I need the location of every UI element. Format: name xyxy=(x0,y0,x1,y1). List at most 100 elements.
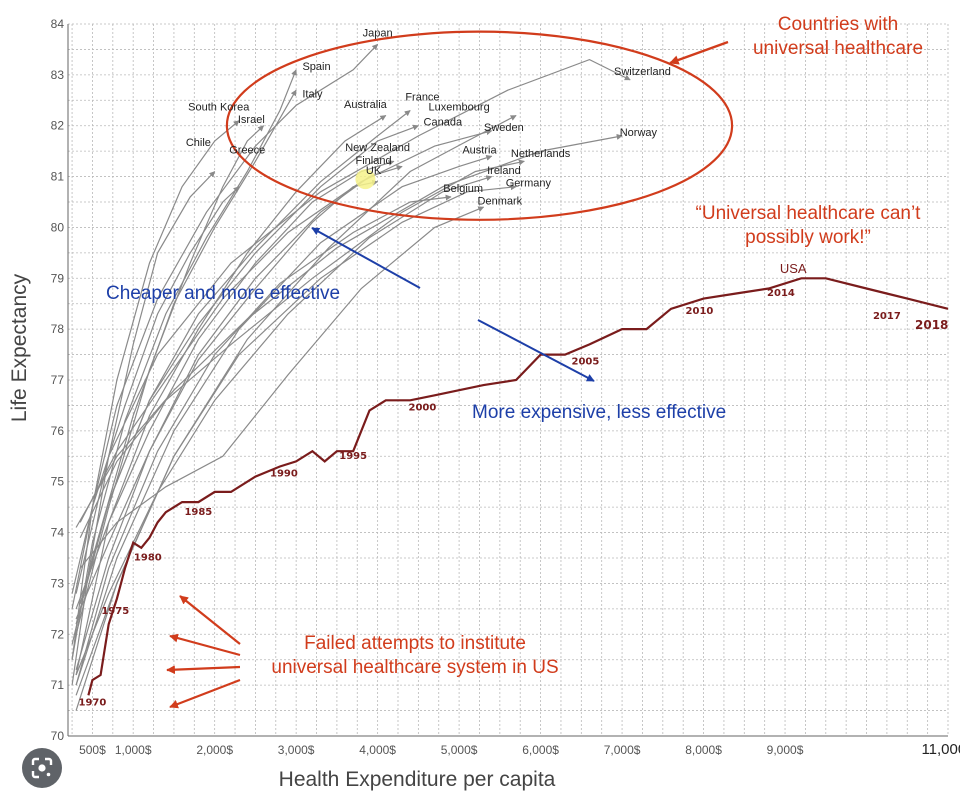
country-line-austria xyxy=(75,154,493,686)
axes-group: 70 71 72 73 74 75 76 77 78 79 80 81 82 83 84 500$ 1,000$… xyxy=(51,17,960,758)
expensive-arrow xyxy=(477,319,595,382)
failed-annotation-line2: universal healthcare system in US xyxy=(271,657,559,678)
x-tick-label: 8,000$ xyxy=(685,743,722,757)
usa-line xyxy=(87,277,949,696)
x-tick-label: 5,000$ xyxy=(441,743,478,757)
country-label: Switzerland xyxy=(614,66,671,78)
country-line-italy xyxy=(71,89,297,645)
country-line-denmark xyxy=(79,206,485,569)
country-label: Japan xyxy=(363,28,393,40)
country-line-sweden xyxy=(79,129,493,523)
country-label: Germany xyxy=(506,178,552,190)
usa-series-group: 1970 1975 1980 1985 1990 1995 2000 2005 2010 2014… xyxy=(79,261,949,708)
country-label: Spain xyxy=(302,61,330,73)
failed-attempt-arrow xyxy=(166,665,241,675)
y-tick-label: 80 xyxy=(51,220,65,234)
country-line-greece xyxy=(71,186,240,594)
failed-attempt-arrow xyxy=(169,633,241,657)
expensive-annotation: More expensive, less effective xyxy=(472,402,727,423)
country-label: Belgium xyxy=(443,183,483,195)
failed-annotation: Failed attempts to institute universal h… xyxy=(240,632,590,680)
x-tick-label: 4,000$ xyxy=(359,743,396,757)
y-tick-label: 81 xyxy=(51,170,65,184)
y-tick-label: 70 xyxy=(51,729,65,743)
usa-year-label: 1970 xyxy=(79,697,107,708)
usa-year-label: 2010 xyxy=(686,306,714,317)
y-tick-label: 73 xyxy=(51,576,65,590)
y-tick-label: 79 xyxy=(51,271,65,285)
x-tick-label: 1,000$ xyxy=(115,743,152,757)
y-tick-label: 77 xyxy=(51,373,65,387)
annotation-arrows-group xyxy=(166,40,729,709)
countries-annotation-line2: universal healthcare xyxy=(752,38,924,59)
country-line-ireland xyxy=(75,175,493,676)
usa-year-label: 2014 xyxy=(767,288,795,299)
country-label: Ireland xyxy=(487,165,521,177)
country-label: Finland xyxy=(356,155,392,167)
x-tick-label: 2,000$ xyxy=(196,743,233,757)
country-line-australia xyxy=(75,114,387,676)
country-label: Netherlands xyxy=(511,148,571,160)
country-series-group xyxy=(71,30,734,711)
x-tick-label: 11,000$ xyxy=(921,741,960,758)
usa-year-label: 2018 xyxy=(915,318,948,332)
country-label: France xyxy=(405,91,439,103)
country-labels-group: Japan Spain Italy Australia FranceLuxembourg… xyxy=(186,28,671,208)
y-tick-label: 76 xyxy=(51,424,65,438)
x-tick-label: 3,000$ xyxy=(278,743,315,757)
y-tick-label: 75 xyxy=(51,475,65,489)
country-line-belgium xyxy=(75,194,452,686)
country-label: Italy xyxy=(302,89,323,101)
y-tick-label: 78 xyxy=(51,322,65,336)
usa-label: USA xyxy=(780,261,807,276)
usa-year-label: 2000 xyxy=(409,403,437,414)
country-line-japan xyxy=(71,43,379,610)
usa-year-label: 2005 xyxy=(571,357,599,368)
x-axis-label: Health Expenditure per capita xyxy=(279,768,556,791)
usa-year-label: 2017 xyxy=(873,311,901,322)
y-axis-label: Life Expectancy xyxy=(8,273,31,422)
y-tick-label: 74 xyxy=(51,526,65,540)
y-tick-label: 72 xyxy=(51,627,65,641)
countries-annotation-line1: Countries with xyxy=(777,14,899,35)
country-label: Denmark xyxy=(478,196,523,208)
country-label: Greece xyxy=(229,145,265,157)
quote-annotation-line2: possibly work!” xyxy=(745,227,871,248)
country-label: Chile xyxy=(186,137,211,149)
lens-glyph xyxy=(31,757,53,779)
country-line-spain xyxy=(71,69,297,660)
country-label: Luxembourg xyxy=(429,101,490,113)
usa-year-label: 1975 xyxy=(101,606,129,617)
country-label: New Zealand xyxy=(345,142,410,154)
x-tick-label: 500$ xyxy=(79,743,106,757)
country-label: Australia xyxy=(344,99,388,111)
country-line-canada xyxy=(79,124,419,604)
failed-attempt-arrow xyxy=(169,678,241,709)
x-tick-label: 6,000$ xyxy=(522,743,559,757)
country-line-netherlands xyxy=(79,159,525,538)
failed-attempt-arrow xyxy=(179,595,241,645)
x-tick-label: 9,000$ xyxy=(767,743,804,757)
country-label: Canada xyxy=(424,117,463,129)
country-line-norway xyxy=(75,133,623,528)
country-label: Austria xyxy=(462,145,497,157)
y-tick-label: 83 xyxy=(51,68,65,82)
universal-healthcare-ellipse xyxy=(225,30,734,221)
country-line-new-zealand xyxy=(75,160,395,610)
google-lens-icon[interactable] xyxy=(22,748,62,788)
usa-year-label: 1980 xyxy=(134,553,162,564)
country-label: South Korea xyxy=(188,101,250,113)
country-label: Sweden xyxy=(484,122,524,134)
failed-annotation-line1: Failed attempts to institute xyxy=(304,633,526,654)
country-line-chile xyxy=(71,171,216,686)
country-label: Israel xyxy=(238,114,265,126)
usa-year-label: 1985 xyxy=(184,507,212,518)
country-label: Norway xyxy=(620,127,658,139)
uk-highlight xyxy=(355,169,376,190)
cheaper-annotation: Cheaper and more effective xyxy=(106,283,341,304)
country-line-switzerland xyxy=(75,58,631,594)
y-tick-label: 84 xyxy=(51,17,65,31)
country-label: UK xyxy=(366,165,382,177)
quote-annotation: “Universal healthcare can’t possibly wor… xyxy=(668,202,948,250)
